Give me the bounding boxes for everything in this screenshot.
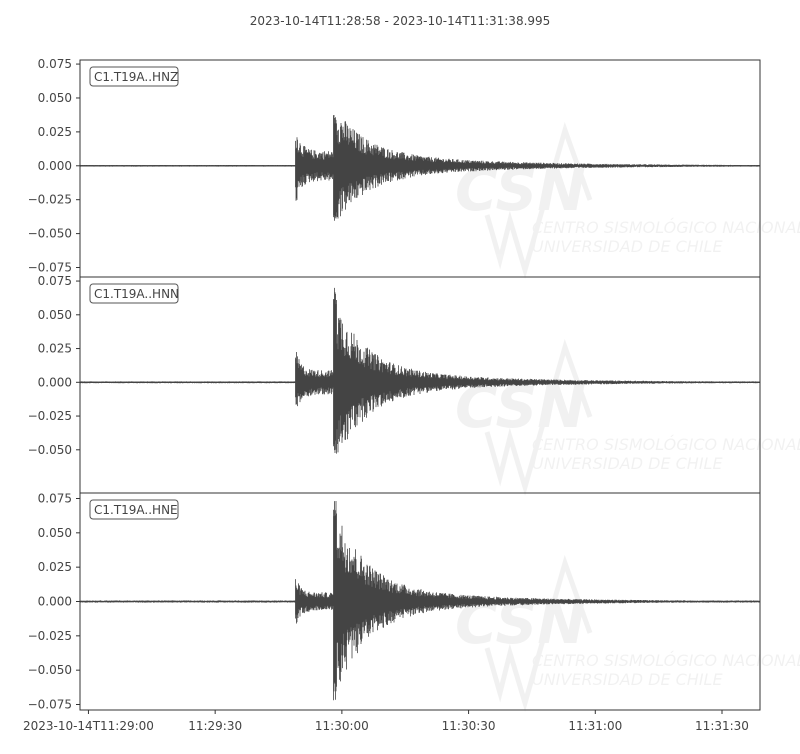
x-tick-label: 11:31:30: [695, 719, 749, 733]
y-tick-label: 0.025: [38, 125, 72, 139]
y-tick-label: 0.000: [38, 595, 72, 609]
x-tick-label: 11:30:30: [442, 719, 496, 733]
y-tick-label: −0.025: [28, 629, 72, 643]
x-tick-label: 11:29:30: [188, 719, 242, 733]
x-tick-label: 2023-10-14T11:29:00: [23, 719, 154, 733]
svg-text:CENTRO SISMOLÓGICO NACIONAL: CENTRO SISMOLÓGICO NACIONAL: [532, 651, 800, 670]
y-tick-label: 0.025: [38, 342, 72, 356]
x-tick-label: 11:31:00: [568, 719, 622, 733]
y-tick-label: −0.025: [28, 193, 72, 207]
y-tick-label: −0.050: [28, 227, 72, 241]
svg-text:C1.T19A..HNE: C1.T19A..HNE: [94, 503, 178, 517]
svg-text:UNIVERSIDAD DE CHILE: UNIVERSIDAD DE CHILE: [532, 454, 723, 473]
y-tick-label: 0.075: [38, 274, 72, 288]
y-tick-label: −0.050: [28, 443, 72, 457]
svg-text:UNIVERSIDAD DE CHILE: UNIVERSIDAD DE CHILE: [532, 237, 723, 256]
y-tick-label: 0.050: [38, 308, 72, 322]
channel-label: C1.T19A..HNN: [89, 283, 179, 304]
y-tick-label: −0.050: [28, 663, 72, 677]
y-tick-label: −0.075: [28, 261, 72, 275]
y-tick-label: −0.025: [28, 409, 72, 423]
channel-label: C1.T19A..HNE: [89, 499, 179, 520]
y-tick-label: 0.075: [38, 491, 72, 505]
channel-label: C1.T19A..HNZ: [89, 66, 179, 87]
y-tick-label: 0.050: [38, 91, 72, 105]
y-tick-label: 0.000: [38, 375, 72, 389]
y-tick-label: −0.075: [28, 698, 72, 712]
svg-text:C1.T19A..HNZ: C1.T19A..HNZ: [94, 70, 178, 84]
svg-text:C1.T19A..HNN: C1.T19A..HNN: [94, 287, 179, 301]
svg-text:CENTRO SISMOLÓGICO NACIONAL: CENTRO SISMOLÓGICO NACIONAL: [532, 435, 800, 454]
x-tick-label: 11:30:00: [315, 719, 369, 733]
waveform-trace: [79, 115, 760, 221]
svg-text:UNIVERSIDAD DE CHILE: UNIVERSIDAD DE CHILE: [532, 670, 723, 689]
figure-title: 2023-10-14T11:28:58 - 2023-10-14T11:31:3…: [250, 14, 551, 28]
y-tick-label: 0.000: [38, 159, 72, 173]
waveform-trace: [79, 287, 760, 454]
svg-text:CENTRO SISMOLÓGICO NACIONAL: CENTRO SISMOLÓGICO NACIONAL: [532, 218, 800, 237]
y-tick-label: 0.075: [38, 57, 72, 71]
y-tick-label: 0.050: [38, 526, 72, 540]
x-axis: 2023-10-14T11:29:00 11:29:30 11:30:00 11:30…: [23, 710, 749, 733]
y-tick-label: 0.025: [38, 560, 72, 574]
